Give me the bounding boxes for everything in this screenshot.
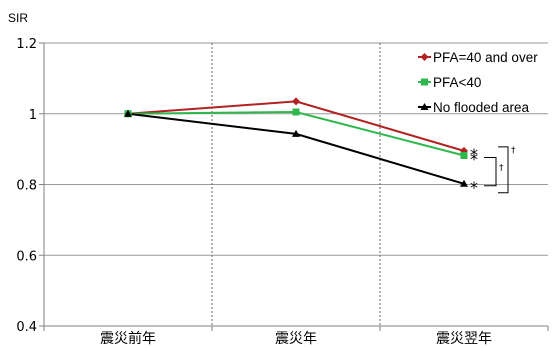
legend-marker <box>420 103 429 110</box>
bracket-dagger: † <box>511 146 516 156</box>
data-point <box>292 129 300 137</box>
significance-star: * <box>470 145 478 164</box>
y-tick-label: 1 <box>29 108 37 123</box>
data-point <box>460 179 468 187</box>
x-tick-label: 震災前年 <box>100 330 156 347</box>
significance-star: * <box>470 178 478 197</box>
y-tick-label: 0.8 <box>16 179 37 194</box>
y-tick-label: 0.6 <box>16 249 37 264</box>
x-tick-label: 震災年 <box>275 331 317 347</box>
legend: PFA=40 and over PFA<40 No flooded area <box>418 50 538 115</box>
significance-annotations: ***†† <box>470 145 516 197</box>
significance-bracket <box>498 146 509 194</box>
bracket-dagger: † <box>499 164 504 174</box>
legend-label: PFA=40 and over <box>433 50 538 65</box>
data-point <box>292 108 300 116</box>
data-point <box>460 151 468 159</box>
data-point <box>292 97 300 106</box>
legend-marker <box>420 53 429 61</box>
y-tick-label: 1.2 <box>16 37 37 52</box>
significance-bracket <box>484 156 497 187</box>
y-axis-label: SIR <box>8 11 28 25</box>
x-tick-labels: 震災前年 震災年 震災翌年 <box>100 330 492 347</box>
legend-label: PFA<40 <box>433 75 481 90</box>
data-point <box>124 109 132 117</box>
series-line <box>127 112 465 185</box>
legend-marker <box>421 78 428 86</box>
axes <box>39 42 549 331</box>
category-dividers <box>211 43 381 326</box>
y-tick-labels: 0.4 0.6 0.8 1 1.2 <box>16 37 37 335</box>
x-tick-label: 震災翌年 <box>436 331 492 347</box>
series-lines <box>124 97 468 187</box>
y-tick-label: 0.4 <box>16 320 37 335</box>
legend-label: No flooded area <box>433 100 530 115</box>
significance-star: * <box>470 149 478 168</box>
